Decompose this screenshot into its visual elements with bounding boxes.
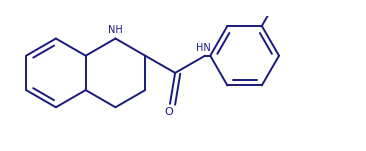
Text: HN: HN	[195, 43, 210, 53]
Text: NH: NH	[108, 25, 123, 35]
Text: O: O	[165, 107, 173, 117]
